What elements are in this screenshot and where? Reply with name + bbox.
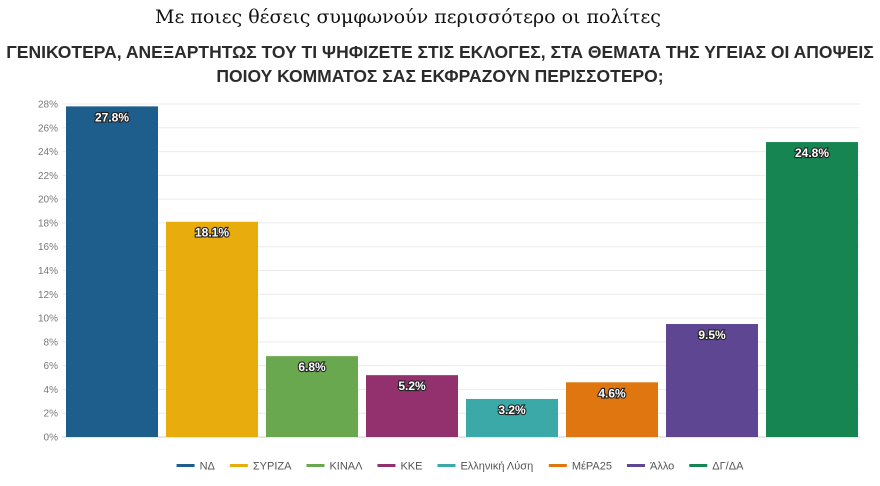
data-label: 9.5% [698,328,726,342]
legend-swatch [689,464,708,467]
legend-swatch [306,464,325,467]
headline: Με ποιες θέσεις συμφωνούν περισσότερο οι… [155,6,661,28]
data-label: 4.6% [598,386,626,400]
data-label: 6.8% [298,360,326,374]
bar [366,375,458,437]
data-label: 24.8% [795,146,829,160]
bar [66,106,158,437]
legend-swatch [548,464,567,467]
y-tick-label: 22% [38,171,58,182]
legend-swatch [229,464,248,467]
y-tick-label: 4% [44,385,59,396]
data-label: 27.8% [95,110,129,124]
bar [566,382,658,437]
y-tick-label: 26% [38,123,58,134]
legend-swatch [176,464,195,467]
bar [166,221,258,437]
bar [766,142,858,438]
legend-label: ΔΓ/ΔΑ [712,461,744,473]
legend-label: ΣΥΡΙΖΑ [253,461,292,473]
legend-swatch [377,464,396,467]
y-tick-label: 14% [38,266,58,277]
legend-label: Άλλο [650,461,674,473]
y-tick-label: 0% [44,433,59,444]
chart-title-line-2: ΠΟΙΟΥ ΚΟΜΜΑΤΟΣ ΣΑΣ ΕΚΦΡΑΖΟΥΝ ΠΕΡΙΣΣΟΤΕΡΟ… [216,66,664,86]
legend-swatch [437,464,456,467]
legend-label: ΚΚΕ [400,461,422,473]
data-label: 5.2% [398,379,426,393]
legend-label: ΚΙΝΑΛ [329,461,363,473]
legend-label: ΝΔ [200,461,216,473]
legend-label: Ελληνική Λύση [460,461,533,473]
data-label: 18.1% [195,226,229,240]
y-tick-label: 20% [38,195,58,206]
y-tick-label: 16% [38,242,58,253]
bar [466,398,558,437]
y-tick-label: 18% [38,218,58,229]
y-tick-label: 10% [38,314,58,325]
chart-title: ΓΕΝΙΚΟΤΕΡΑ, ΑΝΕΞΑΡΤΗΤΩΣ ΤΟΥ ΤΙ ΨΗΦΙΖΕΤΕ … [0,40,880,88]
chart-title-line-1: ΓΕΝΙΚΟΤΕΡΑ, ΑΝΕΞΑΡΤΗΤΩΣ ΤΟΥ ΤΙ ΨΗΦΙΖΕΤΕ … [6,42,874,62]
bar [266,356,358,437]
bar [666,324,758,437]
legend-label: ΜέΡΑ25 [572,461,612,473]
y-tick-label: 2% [44,409,59,420]
y-tick-label: 28% [38,100,58,111]
y-tick-label: 8% [44,337,59,348]
data-label: 3.2% [498,403,526,417]
y-tick-label: 24% [38,147,58,158]
y-tick-label: 6% [44,361,59,372]
y-tick-label: 12% [38,290,58,301]
legend-swatch [626,464,645,467]
